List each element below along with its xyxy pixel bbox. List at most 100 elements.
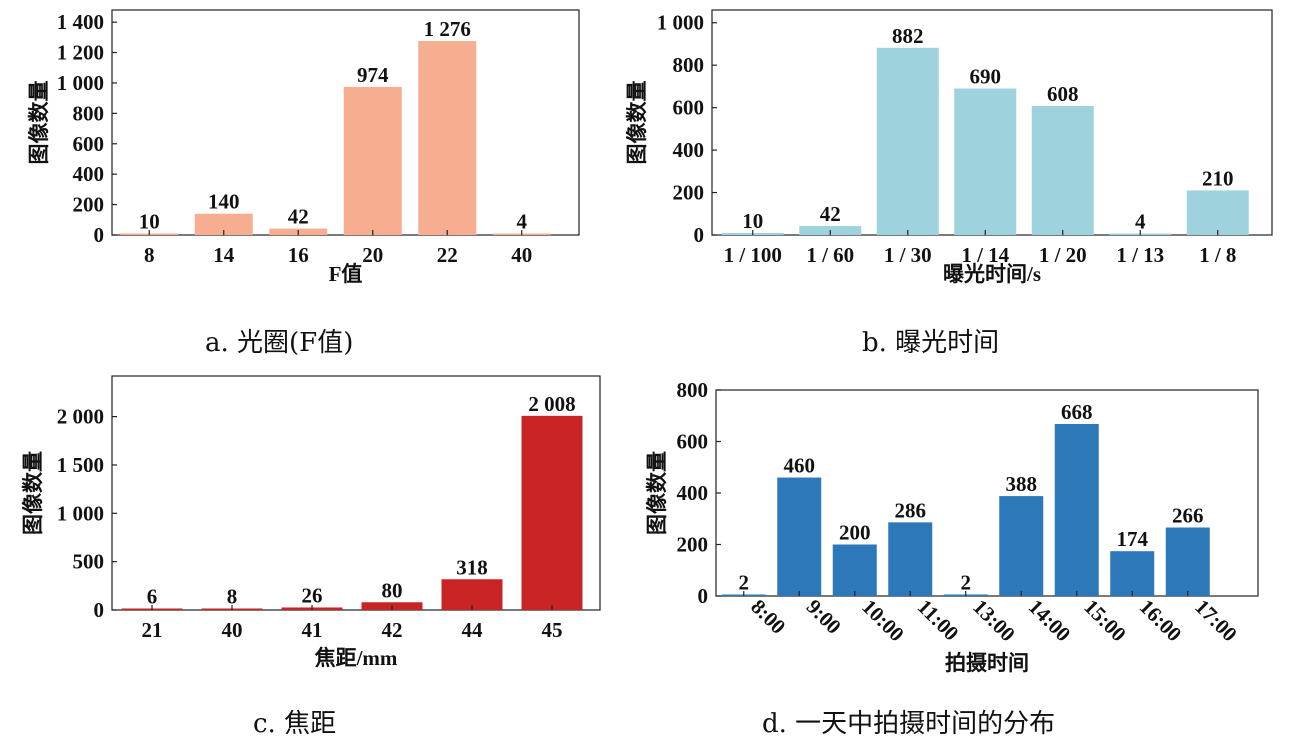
x-tick-label: 45 — [542, 618, 563, 642]
bar-1 / 14 — [954, 88, 1017, 235]
y-tick-label: 400 — [73, 162, 105, 186]
data-label: 690 — [970, 65, 1002, 89]
y-tick-label: 1 400 — [57, 10, 104, 34]
y-tick-label: 600 — [677, 430, 709, 454]
plot-frame-c — [111, 375, 601, 611]
x-tick-label: 1 / 8 — [1199, 243, 1236, 267]
x-tick-label: 9:00 — [802, 595, 846, 639]
x-axis-label: F值 — [329, 262, 363, 286]
data-label: 388 — [1006, 472, 1038, 496]
data-label: 2 — [739, 571, 750, 595]
chart-shooting-time: 020040060080028:004609:0020010:0028611:0… — [645, 378, 1259, 675]
x-tick-label: 40 — [222, 618, 243, 642]
data-label: 4 — [517, 210, 528, 234]
data-label: 26 — [302, 583, 323, 607]
bar-14:00 — [999, 496, 1044, 596]
y-tick-label: 1 000 — [57, 501, 104, 525]
y-tick-label: 400 — [677, 481, 709, 505]
bar-9:00 — [777, 477, 822, 596]
y-tick-label: 1 200 — [57, 41, 104, 65]
y-tick-label: 2 000 — [57, 405, 104, 429]
x-axis-label: 焦距/mm — [314, 646, 398, 670]
chart-exposure-time: 0 200 400 600 800 1 000 10 1 / 100 42 1 / 60 882 1 … — [625, 9, 1273, 286]
x-tick-label: 1 / 60 — [806, 243, 854, 267]
data-label: 42 — [288, 205, 309, 229]
bar-15:00 — [1054, 423, 1099, 596]
x-tick-label: 1 / 30 — [884, 243, 932, 267]
y-tick-label: 600 — [73, 132, 105, 156]
x-tick-label: 1 / 100 — [724, 243, 782, 267]
y-tick-label: 0 — [94, 223, 105, 247]
x-tick-label: 15:00 — [1079, 595, 1131, 647]
y-tick-label: 500 — [73, 550, 105, 574]
y-axis-label: 图像数量 — [27, 81, 51, 165]
y-tick-label: 1 500 — [57, 453, 104, 477]
x-tick-label: 13:00 — [968, 595, 1020, 647]
y-tick-label: 1 000 — [657, 11, 704, 35]
bar-10:00 — [832, 544, 877, 596]
bar-1 / 20 — [1031, 105, 1094, 236]
data-label: 266 — [1172, 504, 1204, 528]
y-tick-label: 600 — [673, 96, 705, 120]
bar-14 — [194, 213, 253, 235]
data-label: 80 — [382, 578, 403, 602]
caption-c: c. 焦距 — [253, 709, 337, 739]
x-tick-label: 1 / 20 — [1039, 243, 1087, 267]
data-label: 210 — [1202, 166, 1234, 190]
x-tick-label: 22 — [437, 243, 458, 267]
data-label: 2 008 — [528, 392, 575, 416]
y-tick-label: 200 — [677, 533, 709, 557]
data-label: 668 — [1061, 400, 1093, 424]
y-tick-label: 0 — [698, 584, 709, 608]
x-tick-label: 41 — [302, 618, 323, 642]
y-tick-label: 200 — [73, 193, 105, 217]
x-tick-label: 11:00 — [913, 595, 964, 646]
x-tick-label: 14:00 — [1024, 595, 1076, 647]
y-tick-label: 800 — [673, 53, 705, 77]
data-label: 1 276 — [424, 17, 471, 41]
bar-20 — [343, 86, 402, 235]
data-label: 42 — [820, 202, 841, 226]
x-axis-label: 曝光时间/s — [943, 262, 1041, 286]
data-label: 882 — [892, 24, 924, 48]
x-tick-label: 16 — [288, 243, 309, 267]
bar-1 / 30 — [876, 47, 939, 235]
data-label: 4 — [1135, 210, 1146, 234]
y-tick-label: 0 — [94, 598, 105, 622]
data-label: 10 — [139, 209, 160, 233]
y-tick-label: 400 — [673, 138, 705, 162]
data-label: 10 — [742, 209, 763, 233]
y-tick-label: 0 — [694, 223, 705, 247]
bar-16:00 — [1110, 551, 1155, 596]
caption-b: b. 曝光时间 — [862, 328, 1000, 358]
data-label: 318 — [456, 555, 488, 579]
bar-22 — [418, 41, 477, 235]
data-label: 200 — [839, 521, 871, 545]
x-tick-label: 17:00 — [1190, 595, 1242, 647]
y-tick-label: 200 — [673, 181, 705, 205]
x-axis-label: 拍摄时间 — [945, 651, 1029, 675]
y-axis-label: 图像数量 — [21, 451, 45, 535]
x-tick-label: 8 — [144, 243, 155, 267]
chart-focal-length: 0 500 1 000 1 500 2 000 6 21 8 40 26 41 80 42 318 44 2 … — [21, 375, 601, 670]
caption-a: a. 光圈(F值) — [205, 328, 354, 358]
x-tick-label: 44 — [462, 618, 484, 642]
y-axis-label: 图像数量 — [625, 81, 649, 165]
x-tick-label: 20 — [362, 243, 383, 267]
data-label: 174 — [1117, 527, 1149, 551]
bar-11:00 — [888, 522, 933, 596]
data-label: 6 — [147, 585, 158, 609]
x-tick-label: 10:00 — [857, 595, 909, 647]
x-tick-label: 1 / 13 — [1116, 243, 1164, 267]
x-tick-label: 16:00 — [1135, 595, 1187, 647]
data-label: 460 — [784, 454, 816, 478]
data-label: 608 — [1047, 82, 1079, 106]
bar-44 — [441, 579, 503, 610]
caption-d: d. 一天中拍摄时间的分布 — [762, 709, 1056, 739]
bar-1 / 8 — [1186, 190, 1249, 235]
bar-45 — [521, 415, 583, 610]
data-label: 2 — [961, 571, 972, 595]
data-label: 974 — [357, 63, 389, 87]
x-tick-label: 42 — [382, 618, 403, 642]
y-tick-label: 800 — [73, 101, 105, 125]
